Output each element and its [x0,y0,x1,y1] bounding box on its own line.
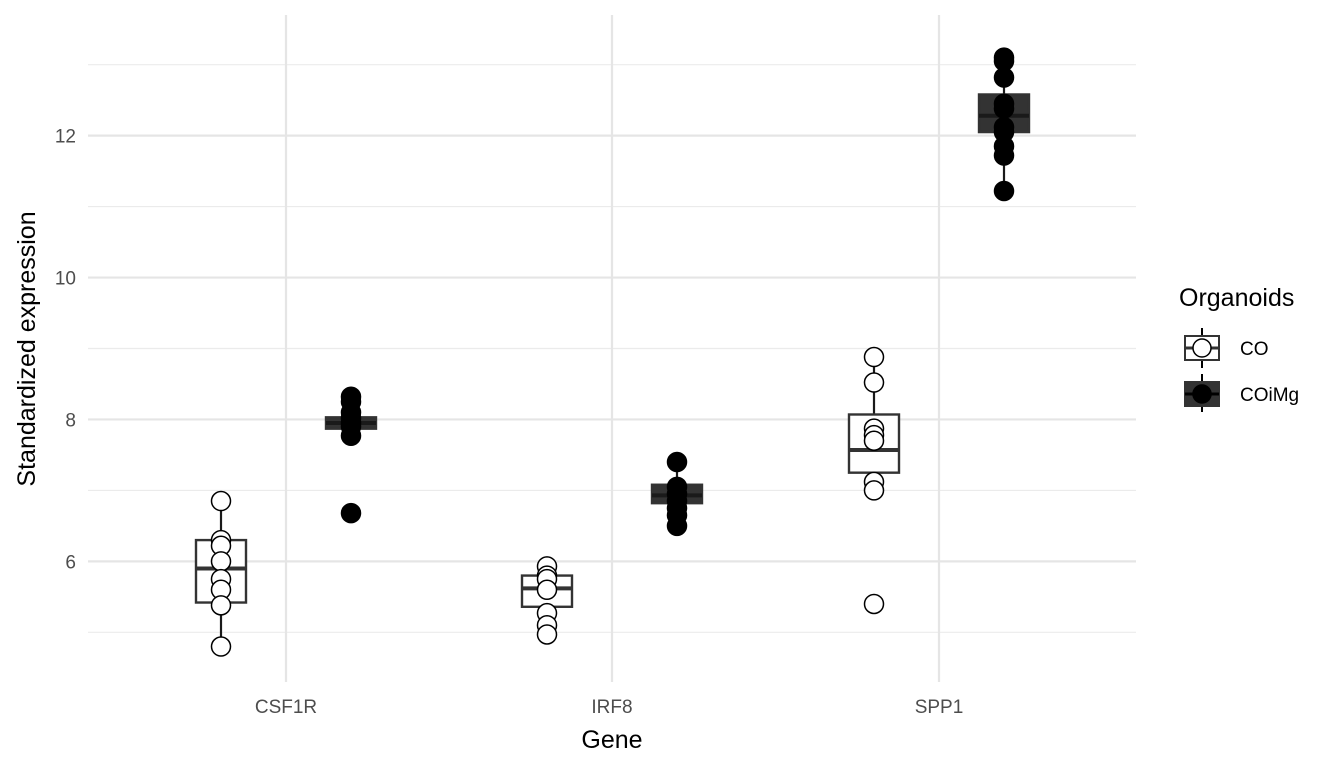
point-coimg [666,515,688,537]
point-co [863,346,885,368]
point-coimg [993,180,1015,202]
data-points [210,47,1015,657]
legend-item-coimg: COiMg [1184,374,1299,412]
point-coimg [340,502,362,524]
point-coimg [340,425,362,447]
point-co [210,636,232,657]
legend: Organoids CO COiMg [1179,284,1299,412]
y-tick-label: 10 [55,269,76,290]
y-axis-ticks: 6 8 10 12 [55,127,76,574]
legend-item-co: CO [1184,328,1269,368]
point-co [210,595,232,616]
point-coimg [666,451,688,473]
y-tick-label: 8 [65,410,76,431]
legend-title: Organoids [1179,284,1294,312]
x-tick-label: CSF1R [255,697,317,718]
point-coimg [993,145,1015,166]
point-co [863,372,885,393]
point-co [536,624,558,645]
point-co [863,480,885,501]
x-axis-title: Gene [581,726,642,754]
legend-label-co: CO [1240,339,1269,360]
point-co [210,490,232,512]
point-co [863,593,885,615]
point-co [863,430,885,451]
y-axis-title: Standardized expression [13,211,41,486]
point-coimg [993,67,1015,88]
legend-key-point [1192,338,1212,358]
y-tick-label: 6 [65,552,76,573]
y-tick-label: 12 [55,127,76,148]
point-coimg [993,98,1015,119]
legend-key-point [1192,384,1212,404]
point-co [210,551,232,572]
grid [88,15,1136,682]
x-tick-label: SPP1 [915,697,964,718]
x-axis-ticks: CSF1R IRF8 SPP1 [255,697,963,718]
legend-label-coimg: COiMg [1240,385,1299,406]
x-tick-label: IRF8 [591,697,632,718]
point-co [536,579,558,601]
